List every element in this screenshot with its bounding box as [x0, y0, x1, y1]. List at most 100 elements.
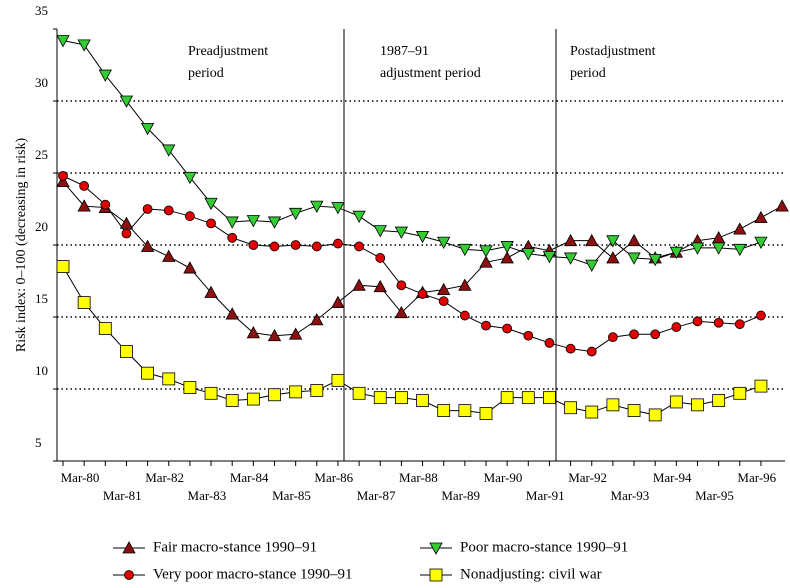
marker: [437, 236, 451, 249]
legend-item: Fair macro-stance 1990–91: [113, 539, 317, 555]
marker: [544, 338, 555, 348]
marker: [756, 310, 766, 321]
marker: [140, 239, 155, 252]
marker: [711, 242, 726, 255]
marker: [586, 346, 597, 357]
marker: [120, 345, 133, 358]
marker: [163, 205, 174, 216]
marker: [669, 395, 683, 409]
marker: [140, 122, 155, 136]
marker: [438, 296, 449, 307]
marker: [184, 211, 195, 222]
marker: [183, 381, 197, 394]
marker: [373, 225, 387, 238]
legend-item: Nonadjusting: civil war: [420, 566, 602, 582]
marker: [246, 215, 261, 228]
marker: [690, 242, 705, 255]
y-tick-label: 20: [35, 219, 48, 234]
marker: [352, 210, 366, 224]
marker: [650, 329, 661, 340]
x-tick-label: Mar-89: [441, 488, 480, 503]
marker: [352, 278, 366, 291]
annotation: 1987–91: [380, 44, 429, 59]
marker: [204, 197, 218, 211]
annotation: Postadjustment: [570, 44, 656, 59]
legend-label: Fair macro-stance 1990–91: [153, 539, 317, 555]
marker: [396, 280, 407, 291]
marker: [56, 35, 70, 48]
marker: [142, 204, 153, 214]
marker: [481, 320, 491, 331]
marker: [79, 181, 90, 191]
marker: [479, 255, 493, 268]
marker: [204, 285, 218, 298]
x-tick-label: Mar-96: [737, 470, 776, 485]
marker: [585, 259, 599, 272]
marker: [204, 386, 218, 400]
marker: [775, 199, 789, 212]
marker: [733, 222, 747, 235]
x-tick-label: Mar-83: [188, 488, 227, 503]
marker: [563, 252, 578, 265]
x-tick-label: Mar-87: [357, 488, 396, 503]
marker: [429, 542, 443, 555]
marker: [124, 570, 134, 580]
marker: [77, 39, 91, 52]
marker: [648, 408, 662, 422]
marker: [606, 235, 620, 248]
legend-label: Very poor macro-stance 1990–91: [153, 566, 353, 582]
marker: [429, 568, 443, 582]
marker: [373, 279, 387, 293]
x-tick-label: Mar-93: [611, 488, 650, 503]
marker: [500, 391, 514, 405]
marker: [58, 170, 68, 181]
marker: [671, 322, 682, 332]
marker: [98, 69, 112, 82]
y-tick-label: 5: [35, 435, 42, 450]
annotation: adjustment period: [380, 66, 481, 81]
marker: [56, 260, 70, 274]
x-tick-label: Mar-81: [103, 488, 142, 503]
x-tick-label: Mar-90: [484, 470, 523, 485]
marker: [77, 296, 91, 310]
marker: [479, 245, 493, 258]
marker: [521, 391, 535, 405]
marker: [458, 404, 472, 418]
marker: [269, 241, 280, 252]
marker: [608, 332, 618, 343]
marker: [394, 305, 409, 319]
marker: [712, 394, 726, 407]
marker: [606, 251, 620, 264]
marker: [373, 391, 387, 405]
marker: [183, 171, 197, 185]
x-tick-label: Mar-80: [61, 470, 100, 485]
x-tick-label: Mar-85: [272, 488, 311, 503]
marker: [521, 248, 535, 261]
marker: [206, 218, 216, 229]
marker: [121, 228, 132, 239]
marker: [354, 241, 365, 252]
marker: [733, 243, 747, 257]
marker: [754, 379, 768, 393]
marker: [310, 384, 324, 397]
marker: [225, 394, 239, 407]
marker: [627, 404, 641, 418]
x-tick-label: Mar-91: [526, 488, 565, 503]
marker: [543, 391, 556, 405]
x-tick-label: Mar-86: [314, 470, 353, 485]
marker: [479, 407, 493, 420]
marker: [458, 243, 472, 257]
series-line: [62, 266, 762, 416]
marker: [629, 329, 639, 340]
x-tick-label: Mar-95: [695, 488, 734, 503]
marker: [162, 144, 176, 157]
y-axis-label: Risk index: 0–100 (decreasing in risk): [14, 138, 29, 353]
marker: [162, 249, 176, 262]
marker: [246, 326, 261, 339]
y-tick-label: 10: [35, 363, 48, 378]
marker: [288, 327, 303, 340]
x-tick-label: Mar-88: [399, 470, 438, 485]
marker: [311, 241, 322, 252]
